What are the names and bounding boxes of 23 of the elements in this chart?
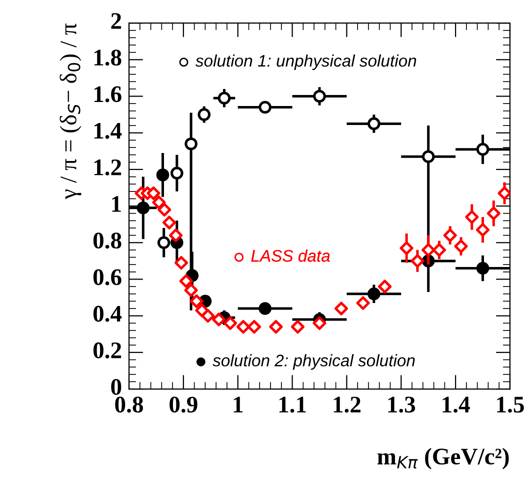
x-tick-label: 1.1 [279, 396, 306, 413]
legend-label: LASS data [251, 250, 330, 262]
y-tick-label: 0.2 [93, 342, 122, 358]
y-tick-label: 2 [111, 13, 122, 29]
y-tick-label: 0 [111, 378, 122, 395]
legend-label: solution 2: physical solution [212, 354, 415, 370]
y-tick-label: 1.4 [94, 122, 122, 139]
y-tick-label: 0.4 [93, 306, 122, 322]
y-tick-label: 0.8 [93, 232, 122, 249]
legend-label: solution 1: unphysical solution [195, 54, 416, 70]
y-tick-label: 1 [112, 196, 121, 212]
y-axis-title: γ / π = (δ$_{S}$− δ$_{0}$) / π [60, 24, 82, 200]
x-tick-label: 0.9 [170, 396, 198, 413]
x-tick-label: 1 [234, 396, 243, 412]
y-tick-label: 1.8 [94, 50, 122, 66]
x-tick-label: 1.2 [334, 396, 360, 413]
y-tick-label: 1.2 [94, 159, 122, 176]
x-tick-label: 1.4 [442, 396, 470, 413]
y-tick-label: 1.6 [94, 86, 122, 102]
x-tick-label: 1.5 [497, 396, 524, 413]
x-axis-title: m$_{Kπ}$ (GeV/c²) [377, 448, 509, 470]
x-tick-label: 1.3 [388, 396, 416, 413]
y-tick-label: 0.6 [93, 269, 122, 286]
